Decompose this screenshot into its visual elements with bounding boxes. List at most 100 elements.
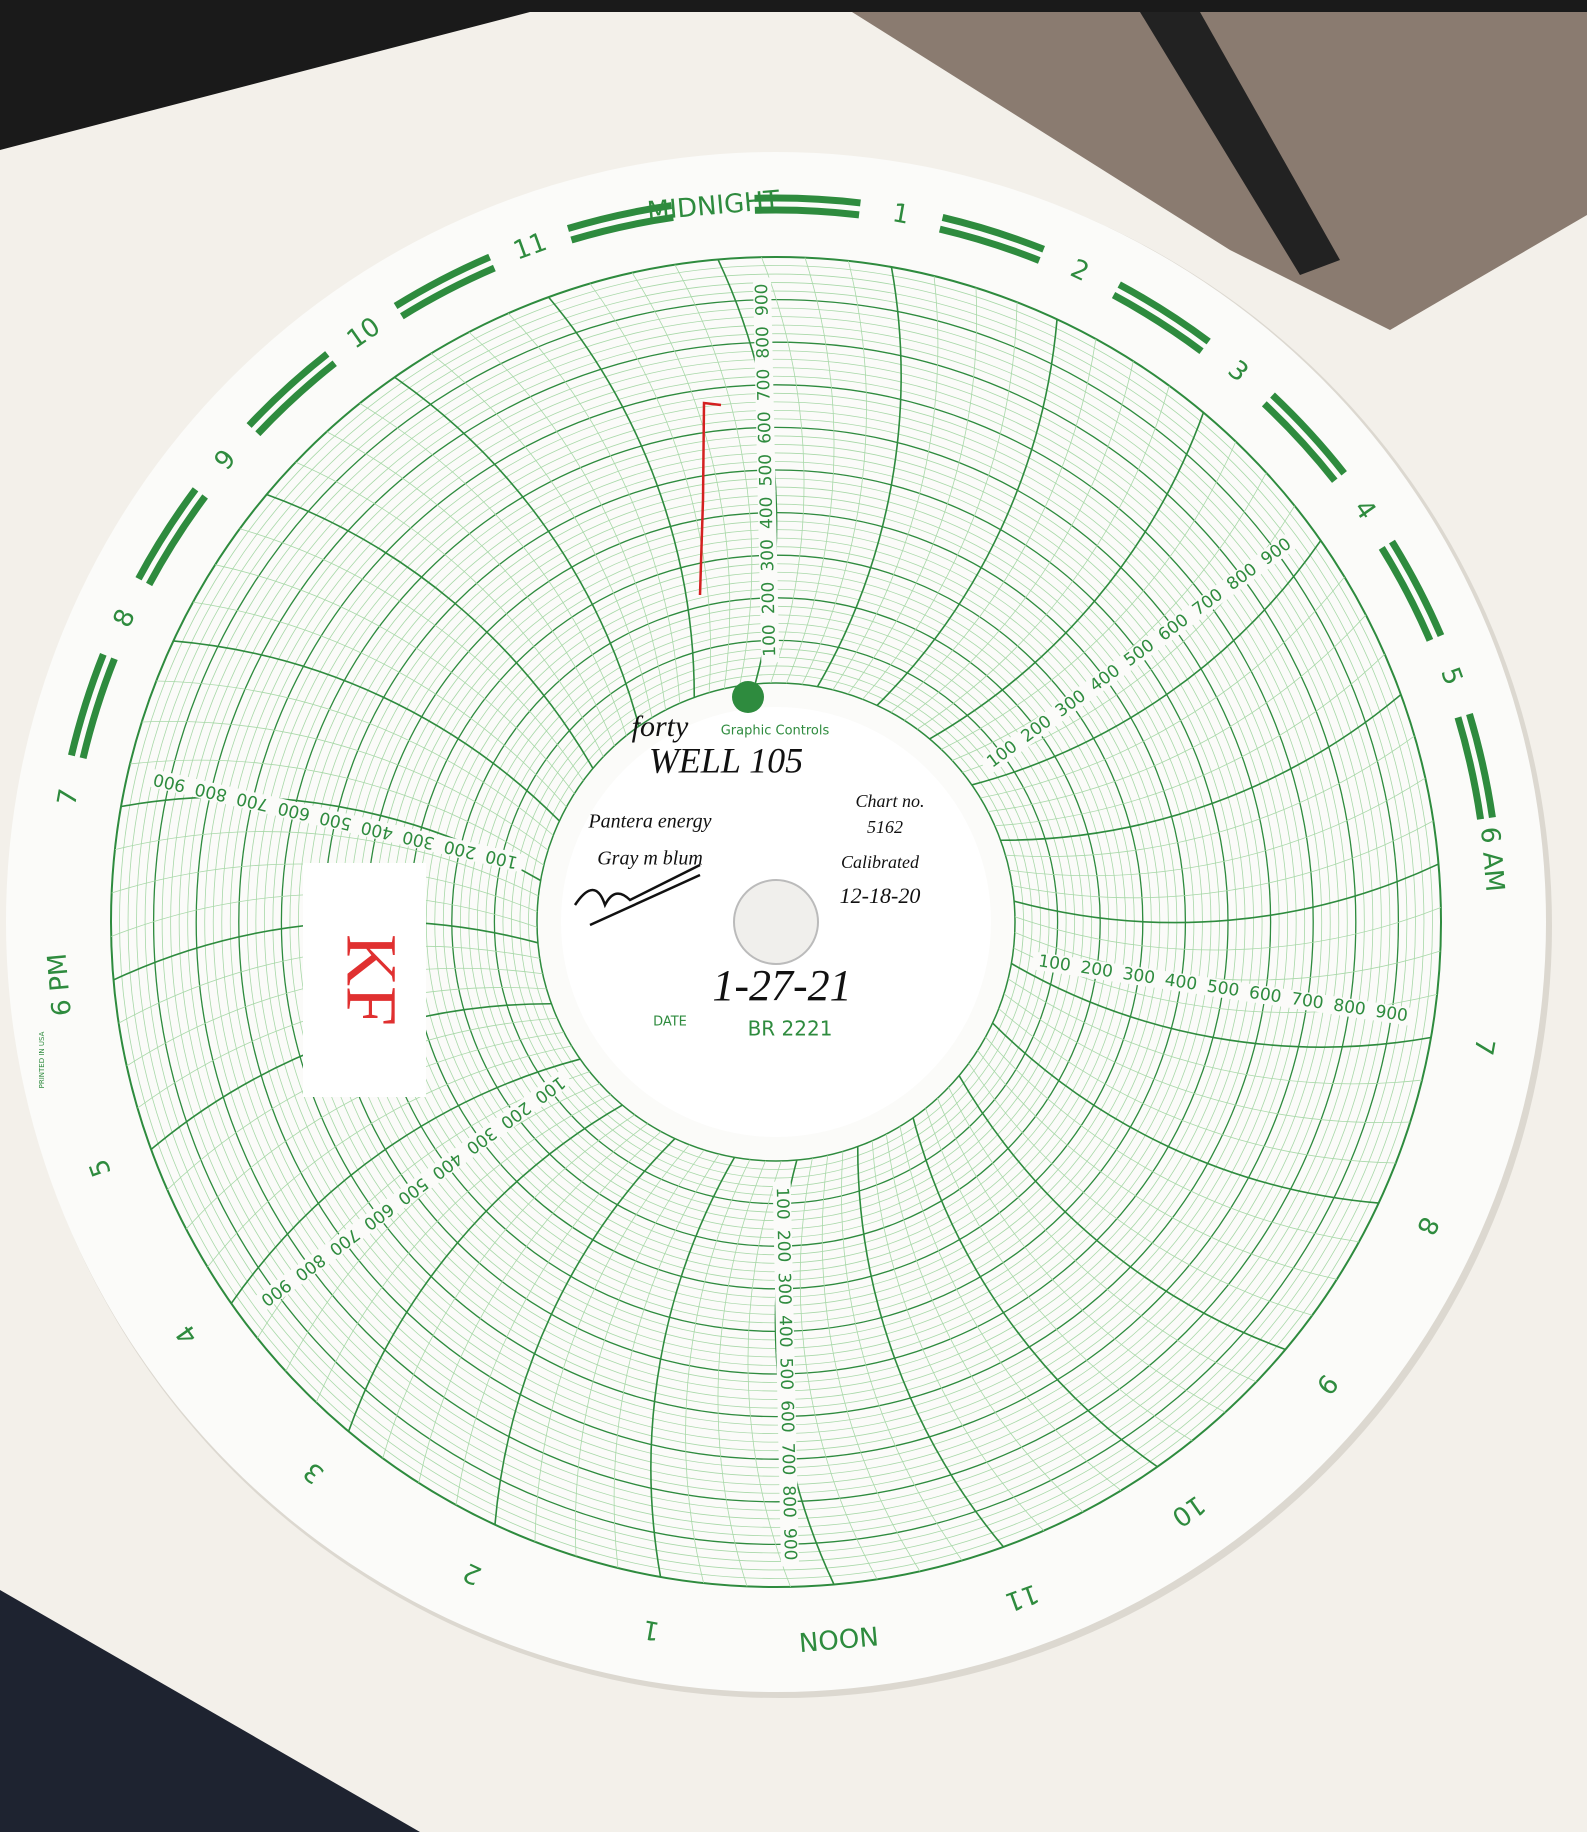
night-band xyxy=(1117,281,1211,345)
major-ring xyxy=(195,341,1357,1503)
quarter-line xyxy=(832,276,939,691)
major-ring xyxy=(238,384,1314,1460)
scale-label: 500 xyxy=(1206,977,1241,1002)
brand: forty xyxy=(632,710,689,743)
minor-ring xyxy=(119,265,1433,1579)
chart-code: BR 2221 xyxy=(748,1017,833,1041)
hour-label: NOON xyxy=(798,1619,880,1656)
quarter-line xyxy=(130,759,545,866)
night-band xyxy=(1261,401,1338,483)
scale-label: 100 xyxy=(1037,951,1072,976)
scale-label-bg xyxy=(1199,976,1247,1001)
scale-label: 500 xyxy=(756,454,777,487)
scale-label: 400 xyxy=(775,1315,796,1348)
night-band xyxy=(1454,716,1485,820)
scale-label-bg xyxy=(979,734,1026,775)
scale-label-bg xyxy=(775,1309,795,1354)
minor-ring xyxy=(136,282,1416,1562)
dark-background xyxy=(0,0,1587,150)
scale-label-bg xyxy=(1368,1001,1415,1027)
hour-line xyxy=(266,493,594,769)
night-band xyxy=(754,206,860,219)
night-band xyxy=(1378,546,1434,642)
quarter-line xyxy=(534,1144,690,1542)
quarter-line xyxy=(847,287,977,695)
scale-label-bg xyxy=(492,1094,539,1136)
maker: Graphic Controls xyxy=(721,724,830,739)
minor-ring xyxy=(255,401,1297,1443)
inner-ring xyxy=(536,682,1016,1162)
signature xyxy=(573,863,701,927)
grid xyxy=(68,194,1496,1588)
night-band xyxy=(1466,712,1496,818)
scale-label-bg xyxy=(756,447,776,493)
quarter-line xyxy=(1014,907,1441,951)
night-band xyxy=(400,264,496,320)
night-band xyxy=(1111,292,1204,354)
scale-label-bg xyxy=(772,1181,792,1226)
hour-line xyxy=(494,1138,676,1525)
scale-label-bg xyxy=(389,1170,436,1212)
night-band xyxy=(79,657,118,760)
scale-label-bg xyxy=(1326,995,1373,1020)
scale-label-bg xyxy=(436,835,484,863)
scale-label: 200 xyxy=(1079,958,1114,983)
minor-ring xyxy=(528,674,1024,1170)
hour-label: 7 xyxy=(52,786,84,808)
outer-ring xyxy=(110,256,1442,1588)
quarter-line xyxy=(192,601,567,808)
quarter-line xyxy=(968,1063,1313,1316)
quarter-line xyxy=(468,331,667,711)
quarter-line xyxy=(455,1131,662,1506)
operator: Gray m blum xyxy=(597,848,703,870)
scale-label-bg xyxy=(776,1351,796,1397)
scale-label-bg xyxy=(395,825,443,854)
quarter-line xyxy=(1012,820,1434,899)
minor-ring xyxy=(144,290,1408,1554)
quarter-line xyxy=(1009,777,1426,877)
calibrated-label: Calibrated xyxy=(841,852,920,872)
night-band xyxy=(255,360,337,437)
quarter-line xyxy=(359,403,627,736)
scale-label-bg xyxy=(187,777,235,806)
scale-label-bg xyxy=(321,1221,368,1262)
night-band xyxy=(570,213,674,244)
night-band xyxy=(566,202,672,232)
scale-label: 400 xyxy=(1163,970,1198,995)
hour-label: 6 AM xyxy=(1474,826,1510,893)
hour-line xyxy=(816,266,902,688)
hour-line xyxy=(876,319,1058,706)
scale-label: 900 xyxy=(779,1528,800,1561)
quarter-line xyxy=(987,614,1367,813)
hour-line xyxy=(1010,962,1432,1048)
quarter-line xyxy=(885,1133,1084,1513)
minor-ring xyxy=(221,367,1331,1477)
scale-label-bg xyxy=(1082,658,1129,699)
print-note: PRINTED IN USA xyxy=(38,1031,46,1088)
hour-label: 1 xyxy=(890,198,912,230)
scale-label: 600 xyxy=(776,1400,797,1433)
night-band xyxy=(941,214,1045,253)
scale-label-bg xyxy=(252,1271,299,1313)
quarter-line xyxy=(799,1158,878,1580)
night-band xyxy=(754,194,861,207)
quarter-line xyxy=(141,721,549,851)
scale-label-bg xyxy=(758,533,778,578)
scale-label: 800 xyxy=(1332,995,1367,1020)
scale-label: 800 xyxy=(778,1485,799,1518)
quarter-line xyxy=(507,313,681,704)
quarter-line xyxy=(821,1155,921,1572)
scale-label: 500 xyxy=(776,1357,797,1390)
minor-ring xyxy=(187,333,1365,1511)
date-label: DATE xyxy=(653,1015,687,1030)
night-band xyxy=(68,653,107,757)
scale-label-bg xyxy=(146,768,194,796)
scale-label-bg xyxy=(760,618,780,663)
quarter-line xyxy=(114,831,539,897)
scale-label-bg xyxy=(779,1479,799,1524)
scale-label-bg xyxy=(229,787,277,815)
scale-label-bg xyxy=(1219,556,1266,598)
minor-ring xyxy=(229,375,1323,1469)
quarter-line xyxy=(631,272,731,689)
